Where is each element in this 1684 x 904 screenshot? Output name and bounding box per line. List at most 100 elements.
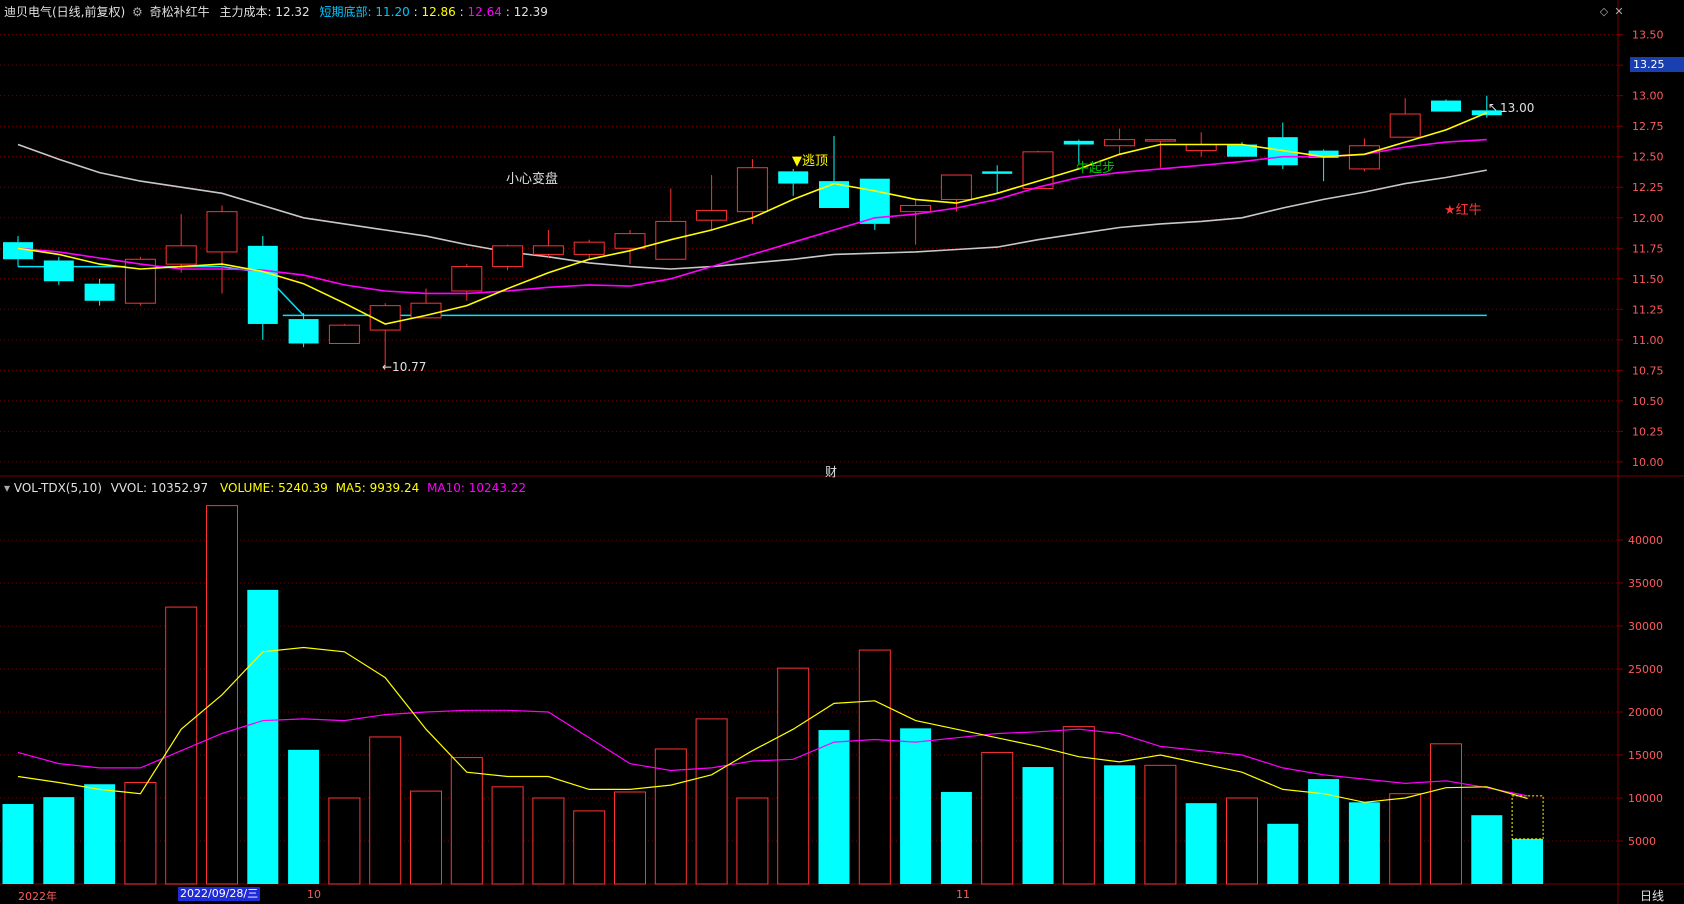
stock-title[interactable]: 迪贝电气(日线,前复权)	[4, 5, 126, 19]
candle-body	[1185, 144, 1217, 152]
volume-tick-label: 25000	[1628, 663, 1663, 676]
candlesticks[interactable]	[3, 95, 1502, 368]
volume-bar[interactable]	[654, 748, 687, 885]
candle[interactable]	[1431, 99, 1461, 112]
collapse-icon[interactable]: ▾	[4, 481, 11, 495]
candle-body	[124, 258, 156, 304]
volume-bar[interactable]	[858, 649, 891, 885]
candle[interactable]	[165, 214, 197, 273]
candle-body	[900, 205, 932, 213]
volume-bar[interactable]	[1062, 726, 1095, 885]
volume-bar[interactable]	[450, 757, 483, 885]
red-bull-annotation: ★红牛	[1444, 203, 1482, 218]
volume-bar[interactable]	[1512, 838, 1544, 884]
volume-ma-lines	[17, 646, 1528, 803]
axis-labels: 13.50 13.00 12.75 12.50 12.25 12.00 11.75 11.50…	[1628, 29, 1664, 848]
volume-bar[interactable]	[328, 797, 361, 885]
volume-bar[interactable]	[124, 782, 157, 885]
candle[interactable]	[900, 199, 932, 245]
candle[interactable]	[655, 188, 687, 260]
volume-bar[interactable]	[1471, 815, 1503, 884]
finance-marker[interactable]: 财	[825, 465, 838, 479]
candle[interactable]	[247, 236, 278, 340]
volume-bar[interactable]	[1022, 767, 1054, 884]
volume-bar[interactable]	[1430, 743, 1462, 885]
candle[interactable]	[3, 236, 33, 267]
candle[interactable]	[369, 303, 401, 368]
indicator-name[interactable]: 奇松补红牛	[149, 5, 210, 19]
candle[interactable]	[1267, 122, 1298, 169]
volume-bar[interactable]	[1226, 797, 1258, 885]
cursor-date-label: 2022/09/28/三	[178, 887, 261, 901]
volume-bar[interactable]	[1389, 793, 1422, 885]
close-icon[interactable]: ✕	[1614, 5, 1624, 18]
volume-bar[interactable]	[900, 728, 932, 884]
candle[interactable]	[1471, 95, 1502, 118]
candle[interactable]	[328, 323, 360, 344]
candle-body	[1227, 144, 1257, 157]
volume-bar[interactable]	[369, 736, 402, 885]
candle[interactable]	[614, 229, 646, 265]
volume-bar[interactable]	[573, 810, 606, 885]
candle[interactable]	[43, 256, 74, 285]
candle[interactable]	[451, 264, 483, 301]
current-price-badge: 13.25	[1630, 57, 1684, 72]
volume-bar[interactable]	[288, 749, 320, 884]
candle[interactable]	[736, 159, 768, 224]
settings-icon[interactable]: ⚙	[132, 5, 143, 19]
candle[interactable]	[288, 312, 319, 348]
candle[interactable]	[940, 174, 972, 212]
volume-indicator-name[interactable]: VOL-TDX(5,10)	[13, 481, 102, 495]
volume-bar[interactable]	[410, 790, 442, 885]
candle[interactable]	[1308, 149, 1339, 182]
volume-bar[interactable]	[736, 797, 769, 885]
volume-bar[interactable]	[247, 589, 279, 884]
year-label: 2022年	[18, 890, 57, 903]
volume-bar[interactable]	[491, 786, 524, 885]
candle-body	[940, 174, 972, 200]
period-button[interactable]: 日线	[1640, 889, 1665, 903]
volume-bar[interactable]	[84, 784, 116, 884]
volume-bar[interactable]	[777, 667, 810, 885]
volume-tick-label: 10000	[1628, 792, 1663, 805]
diamond-icon[interactable]: ◇	[1599, 5, 1609, 18]
volume-bar[interactable]	[1104, 765, 1136, 884]
volume-bar[interactable]	[614, 791, 646, 885]
volume-bar[interactable]	[532, 797, 565, 885]
volume-bar[interactable]	[940, 791, 972, 884]
candle[interactable]	[1022, 150, 1054, 189]
candle[interactable]	[859, 178, 890, 230]
volume-bar[interactable]	[818, 730, 850, 884]
candle[interactable]	[492, 244, 524, 271]
candle[interactable]	[206, 205, 238, 294]
candle[interactable]	[573, 239, 605, 260]
volume-bar[interactable]	[695, 718, 728, 885]
candle[interactable]	[1104, 128, 1136, 155]
candle[interactable]	[84, 278, 115, 306]
candle[interactable]	[819, 135, 849, 208]
caution-annotation: 小心变盘	[506, 172, 559, 187]
volume-bar[interactable]	[2, 804, 34, 884]
volume-bar[interactable]	[1267, 823, 1299, 884]
volume-bar[interactable]	[1348, 802, 1380, 884]
candle-body	[369, 305, 401, 331]
candle[interactable]	[696, 175, 728, 230]
candle[interactable]	[1389, 98, 1421, 138]
volume-bar[interactable]	[1185, 803, 1217, 884]
volume-bar[interactable]	[43, 797, 75, 884]
separator: :	[459, 5, 464, 19]
candle[interactable]	[124, 256, 156, 306]
price-tick-label: 12.75	[1632, 120, 1664, 133]
volume-bars[interactable]	[2, 505, 1544, 885]
candle[interactable]	[982, 165, 1013, 194]
price-tick-label: 12.25	[1632, 181, 1664, 194]
volume-bar[interactable]	[981, 751, 1014, 885]
volume-bar[interactable]	[1144, 764, 1177, 885]
candle[interactable]	[1063, 139, 1094, 163]
candle[interactable]	[532, 229, 564, 259]
volume-bar[interactable]	[1308, 779, 1340, 884]
candle[interactable]	[778, 168, 809, 196]
price-tick-label: 12.00	[1632, 212, 1664, 225]
